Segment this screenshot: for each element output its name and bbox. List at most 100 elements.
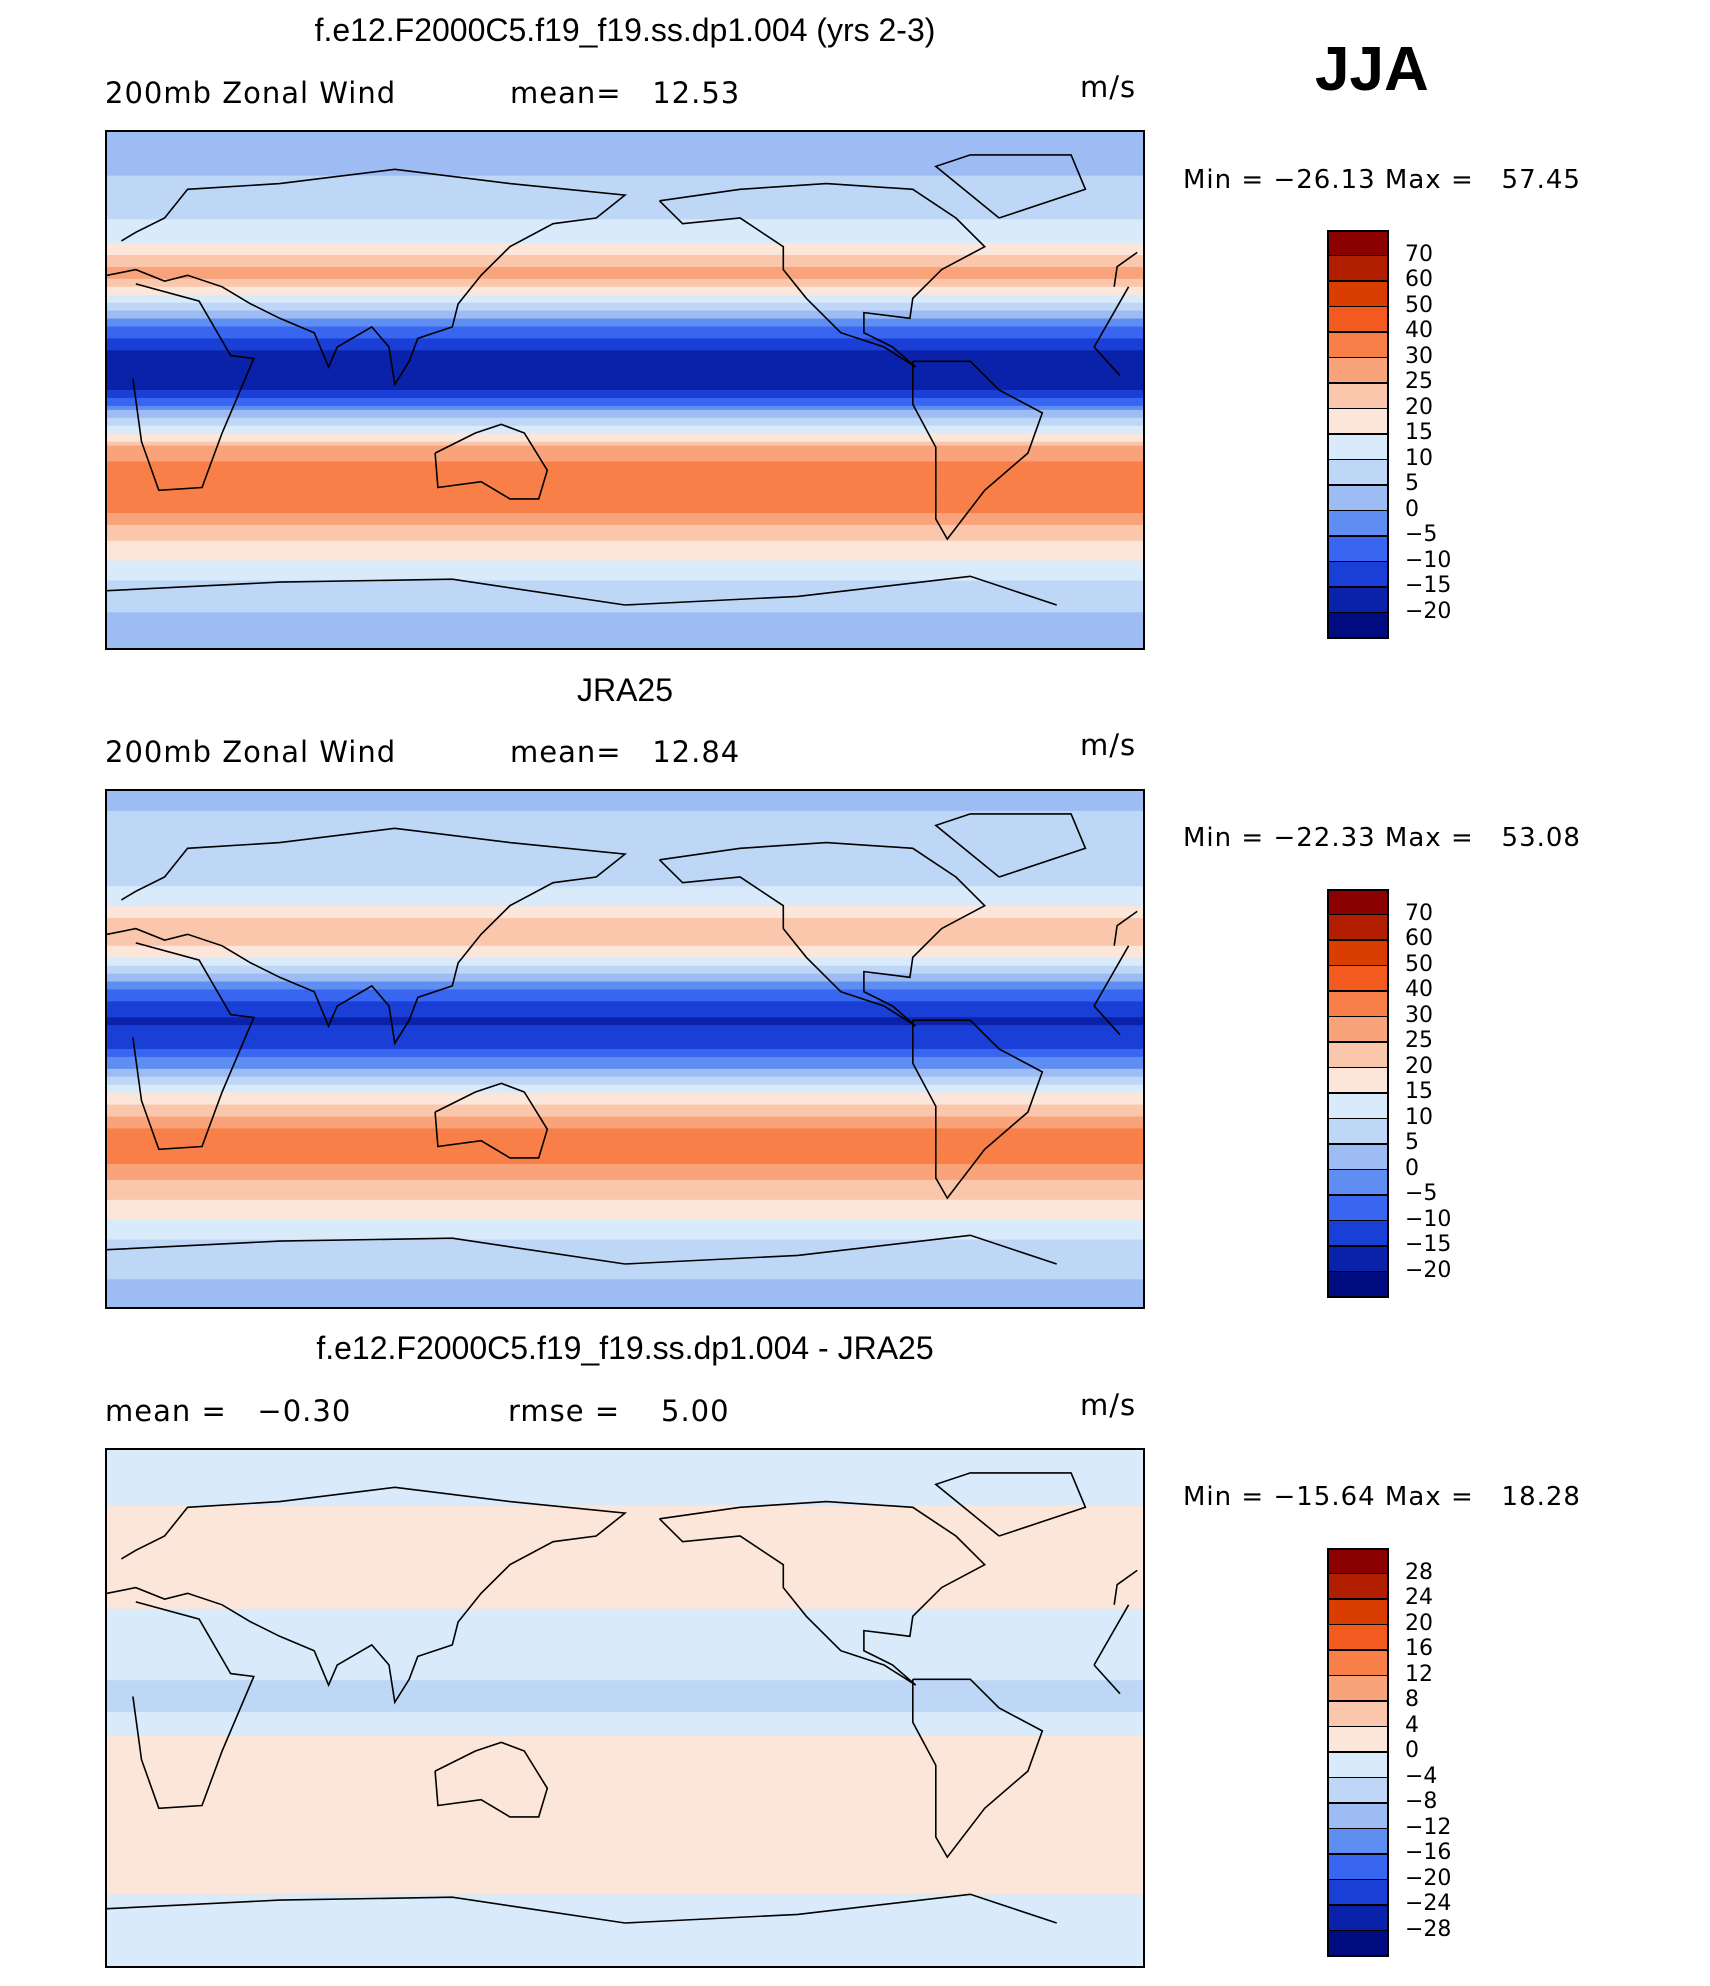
field-band [107, 1715, 1143, 1721]
field-band [107, 572, 1143, 578]
field-band [107, 1711, 1143, 1717]
field-band [107, 993, 1143, 998]
field-band [107, 421, 1143, 427]
colorbar-separator [1327, 586, 1389, 588]
colorbar-separator [1327, 1802, 1389, 1804]
field-band [107, 1112, 1143, 1118]
field-band [107, 1084, 1143, 1090]
field-band [107, 243, 1143, 248]
field-band [107, 528, 1143, 534]
field-band [107, 461, 1143, 467]
field-band [107, 1263, 1143, 1268]
field-band [107, 878, 1143, 883]
field-band [107, 1168, 1143, 1173]
colorbar-tick-label: 50 [1405, 292, 1433, 318]
coastline [934, 813, 1087, 878]
colorbar-tick-label: 40 [1405, 977, 1433, 1002]
colorbar-separator [1327, 913, 1389, 916]
colorbar-tick-label: 30 [1405, 343, 1433, 369]
field-band [107, 1561, 1143, 1566]
field-band [107, 199, 1143, 205]
field-band [107, 314, 1143, 320]
field-band [107, 262, 1143, 268]
colorbar-swatch [1327, 1726, 1389, 1753]
field-band [107, 171, 1143, 177]
field-band [107, 1521, 1143, 1527]
field-band [107, 143, 1143, 149]
field-band [107, 628, 1143, 633]
field-band [107, 251, 1143, 256]
field-band [107, 1160, 1143, 1165]
field-band [107, 1049, 1143, 1054]
colorbar-swatch [1327, 357, 1389, 384]
field-band [107, 1076, 1143, 1082]
field-band [107, 898, 1143, 903]
colorbar-swatch [1327, 1220, 1389, 1247]
field-band [107, 195, 1143, 201]
panel-1-map [105, 130, 1145, 650]
field-band [107, 302, 1143, 308]
colorbar-tick-label: 10 [1405, 1104, 1433, 1130]
colorbar-separator [1327, 990, 1389, 992]
colorbar-tick-label: −20 [1405, 598, 1452, 624]
field-band [107, 1799, 1143, 1804]
panel-1-variable: 200mb Zonal Wind [105, 76, 397, 110]
field-band [107, 1954, 1143, 1959]
colorbar-tick-label: −16 [1405, 1840, 1452, 1865]
colorbar-swatch [1327, 1701, 1389, 1727]
field-band [107, 437, 1143, 443]
field-band [107, 1465, 1143, 1471]
field-band [107, 401, 1143, 407]
field-band [107, 1219, 1143, 1225]
colorbar-tick-label: 20 [1405, 1053, 1433, 1079]
field-band [107, 1017, 1143, 1022]
panel-1-title: f.e12.F2000C5.f19_f19.ss.dp1.004 (yrs 2-… [314, 12, 936, 48]
field-band [107, 497, 1143, 502]
field-band [107, 1255, 1143, 1260]
field-band [107, 1033, 1143, 1038]
field-band [107, 977, 1143, 983]
colorbar-tick-label: −10 [1405, 547, 1452, 573]
colorbar-swatch [1327, 1777, 1389, 1804]
field-band [107, 644, 1143, 648]
field-band [107, 433, 1143, 439]
colorbar-separator [1327, 458, 1389, 461]
coastline [434, 1741, 549, 1818]
field-band [107, 1191, 1143, 1197]
panel-3-field [107, 1450, 1143, 1966]
field-band [107, 1235, 1143, 1241]
field-band [107, 1021, 1143, 1026]
field-band [107, 850, 1143, 856]
field-band [107, 830, 1143, 836]
field-band [107, 155, 1143, 161]
field-band [107, 1584, 1143, 1590]
panel-2-title: JRA25 [576, 672, 674, 708]
coastline [132, 942, 255, 1151]
field-band [107, 1767, 1143, 1773]
field-band [107, 278, 1143, 284]
field-band [107, 600, 1143, 605]
field-band [107, 846, 1143, 852]
colorbar-tick-label: 5 [1405, 471, 1419, 496]
field-band [107, 1287, 1143, 1292]
field-band [107, 1041, 1143, 1046]
field-band [107, 1104, 1143, 1110]
field-band [107, 318, 1143, 324]
field-band [107, 1120, 1143, 1126]
colorbar-tick-label: 70 [1405, 900, 1433, 926]
field-band [107, 1060, 1143, 1066]
field-band [107, 1787, 1143, 1792]
field-band [107, 1577, 1143, 1582]
field-band [107, 501, 1143, 506]
colorbar-tick-label: −15 [1405, 573, 1452, 598]
panel-3-map [105, 1448, 1145, 1968]
field-band [107, 1779, 1143, 1785]
field-band [107, 1485, 1143, 1491]
field-band [107, 1842, 1143, 1848]
field-band [107, 981, 1143, 987]
field-band [107, 1886, 1143, 1892]
field-band [107, 945, 1143, 951]
field-band [107, 1068, 1143, 1074]
field-band [107, 997, 1143, 1002]
colorbar-separator [1327, 1827, 1389, 1830]
